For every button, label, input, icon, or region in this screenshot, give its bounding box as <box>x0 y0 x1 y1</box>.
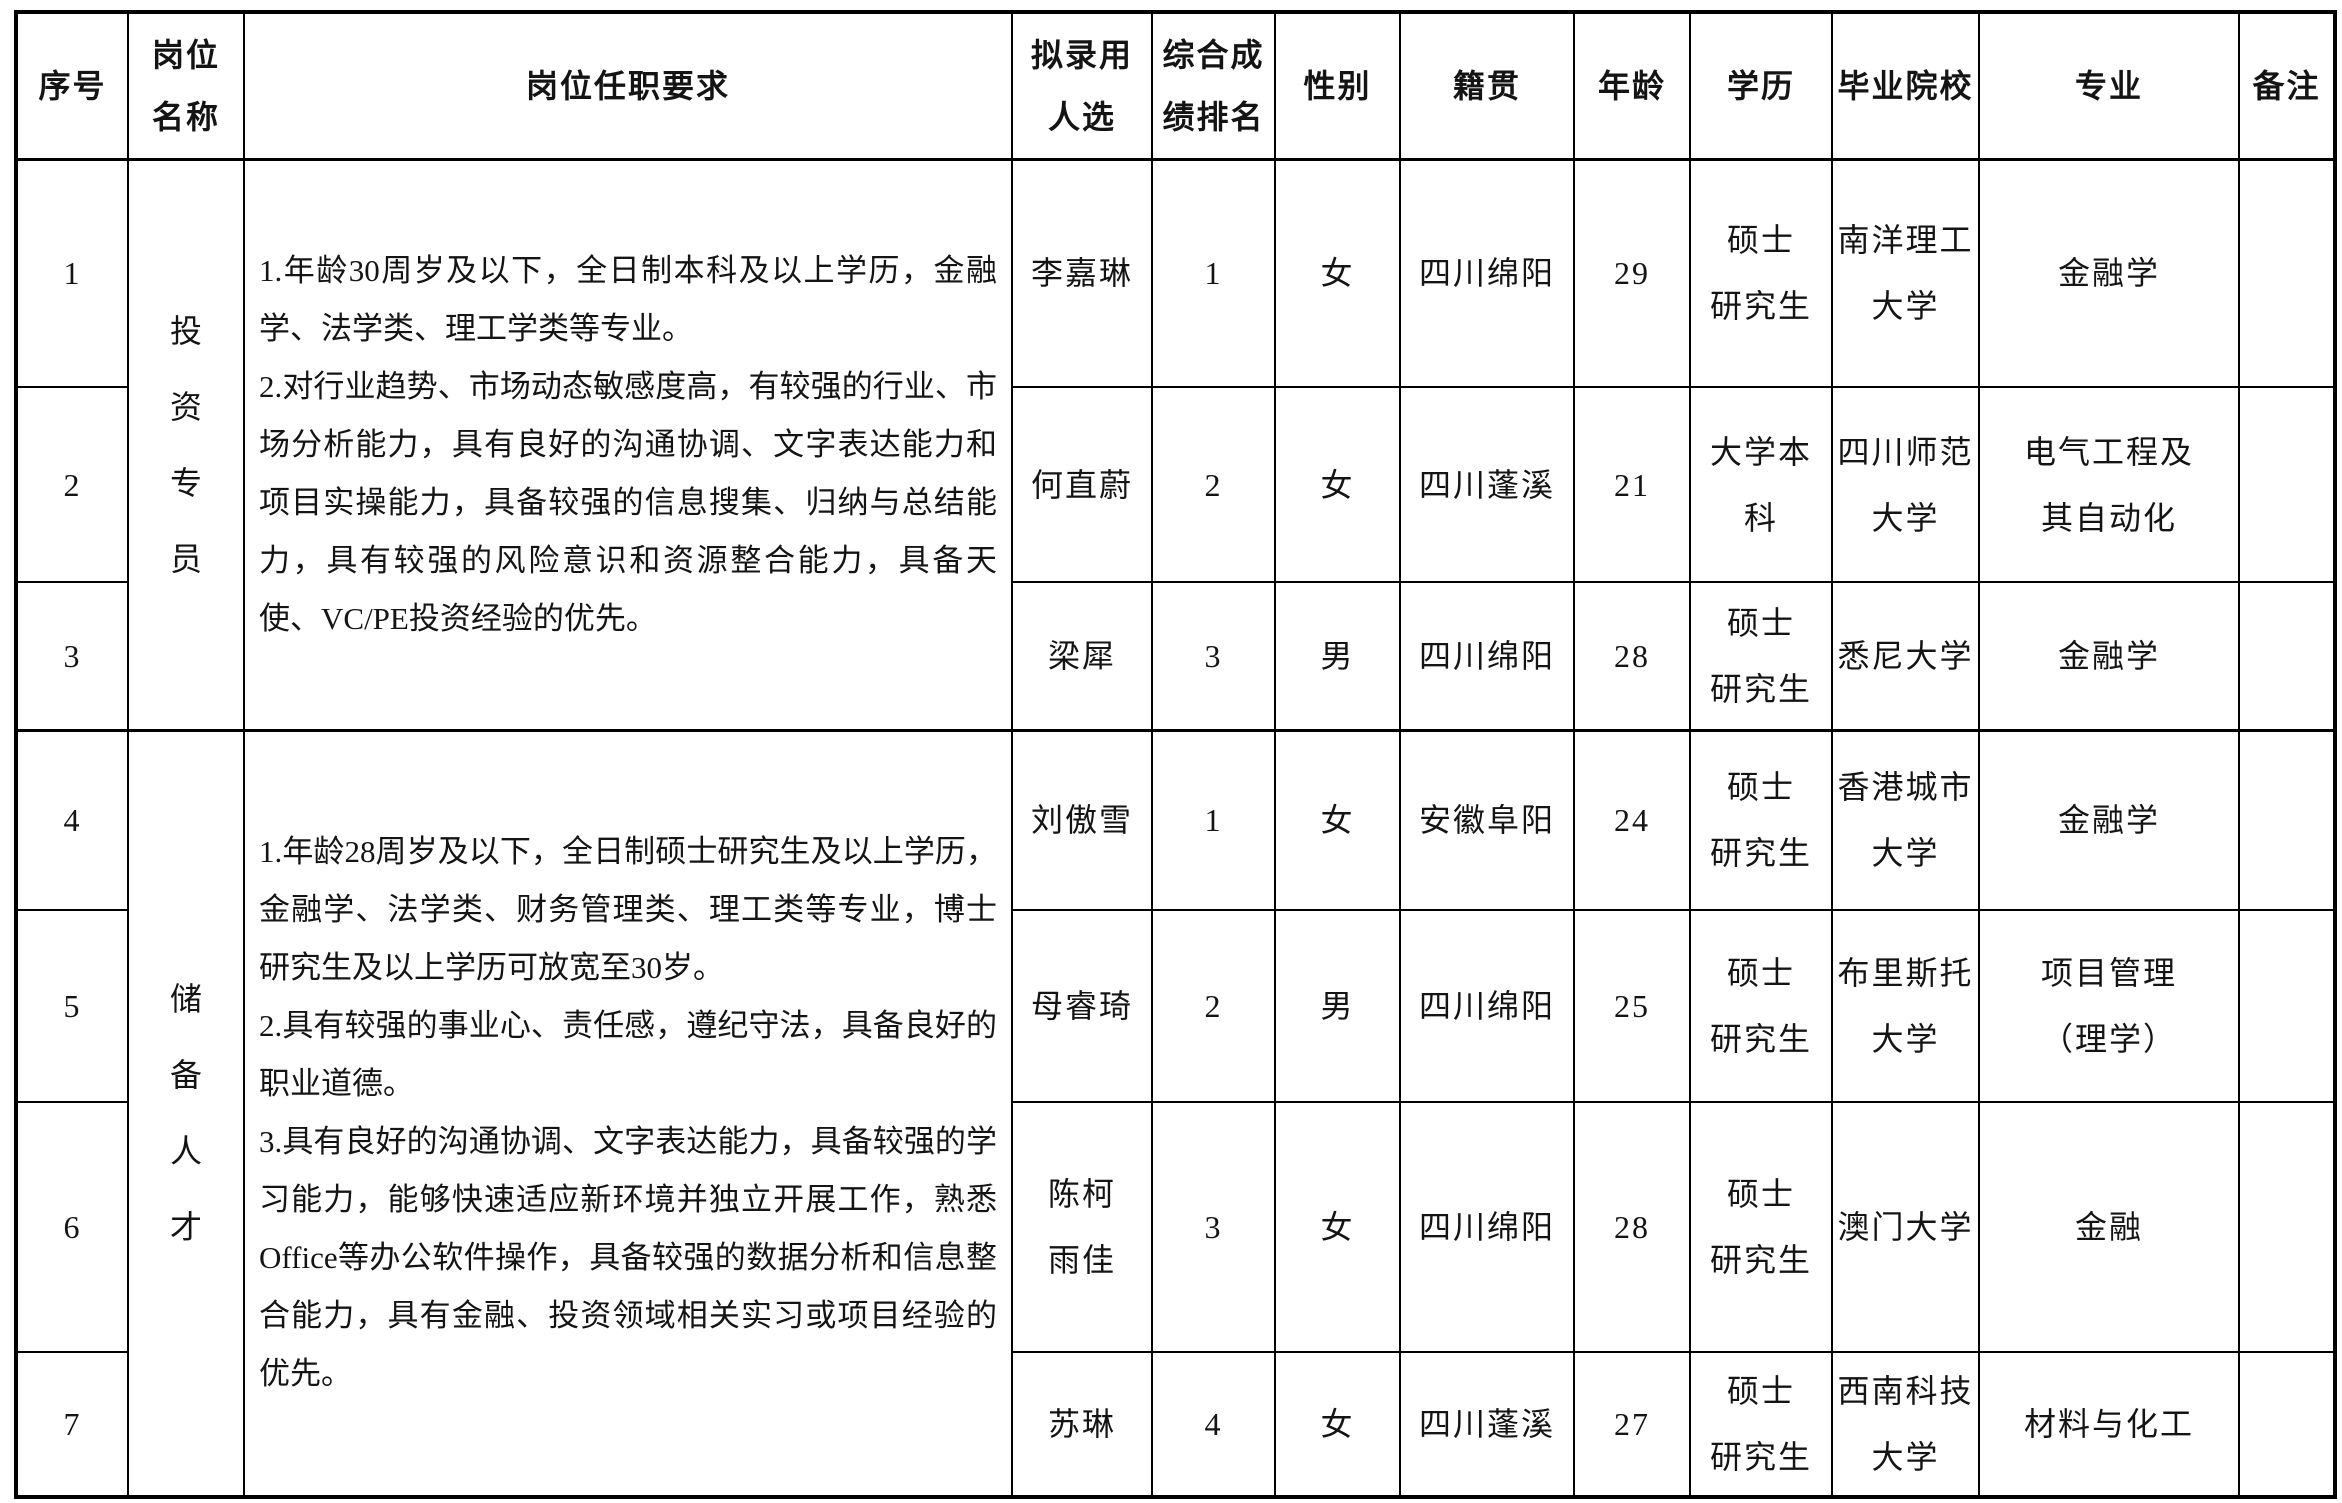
cell-serial: 5 <box>15 909 129 1103</box>
cell-education: 大学本科 <box>1689 386 1833 583</box>
cell-major: 金融学 <box>1978 581 2240 731</box>
cell-note <box>2238 1101 2336 1353</box>
table-row: 2 何直蔚 2 女 四川蓬溪 21 大学本科 四川师范 大学 电气工程及 其自动… <box>15 386 2336 583</box>
cell-age: 27 <box>1573 1351 1691 1498</box>
cell-major: 金融学 <box>1978 158 2240 388</box>
cell-age: 29 <box>1573 158 1691 388</box>
header-position: 岗位 名称 <box>127 11 245 161</box>
cell-rank: 3 <box>1151 581 1276 731</box>
cell-rank: 3 <box>1151 1101 1276 1353</box>
cell-serial: 1 <box>15 158 129 388</box>
cell-major: 材料与化工 <box>1978 1351 2240 1498</box>
cell-candidate-name: 母睿琦 <box>1011 909 1153 1103</box>
cell-note <box>2238 581 2336 731</box>
cell-age: 21 <box>1573 386 1691 583</box>
cell-education: 硕士 研究生 <box>1689 158 1833 388</box>
cell-requirements: 1.年龄30周岁及以下，全日制本科及以上学历，金融学、法学类、理工学类等专业。 … <box>243 158 1013 731</box>
header-education: 学历 <box>1689 11 1833 161</box>
table-row: 5 母睿琦 2 男 四川绵阳 25 硕士 研究生 布里斯托 大学 项目管理 （理… <box>15 909 2336 1103</box>
cell-rank: 1 <box>1151 728 1276 911</box>
cell-note <box>2238 909 2336 1103</box>
header-serial: 序号 <box>15 11 129 161</box>
header-requirements: 岗位任职要求 <box>243 11 1013 161</box>
cell-gender: 男 <box>1274 581 1401 731</box>
header-note: 备注 <box>2238 11 2336 161</box>
table-row: 1 投资 专员 1.年龄30周岁及以下，全日制本科及以上学历，金融学、法学类、理… <box>15 158 2336 731</box>
cell-hometown: 四川绵阳 <box>1399 158 1575 388</box>
recruitment-table: 序号 岗位 名称 岗位任职要求 拟录用 人选 综合成 绩排名 性别 籍贯 年龄 … <box>14 10 2337 1499</box>
cell-hometown: 安徽阜阳 <box>1399 728 1575 911</box>
cell-note <box>2238 1351 2336 1498</box>
cell-education: 硕士 研究生 <box>1689 1351 1833 1498</box>
cell-candidate-name: 苏琳 <box>1011 1351 1153 1498</box>
header-school: 毕业院校 <box>1831 11 1980 161</box>
header-candidate: 拟录用 人选 <box>1011 11 1153 161</box>
cell-hometown: 四川绵阳 <box>1399 1101 1575 1353</box>
cell-gender: 女 <box>1274 1101 1401 1353</box>
table-row: 6 陈柯 雨佳 3 女 四川绵阳 28 硕士 研究生 澳门大学 金融 <box>15 1101 2336 1353</box>
cell-hometown: 四川绵阳 <box>1399 581 1575 731</box>
cell-school: 悉尼大学 <box>1831 581 1980 731</box>
cell-age: 28 <box>1573 581 1691 731</box>
cell-education: 硕士 研究生 <box>1689 909 1833 1103</box>
cell-age: 28 <box>1573 1101 1691 1353</box>
cell-gender: 女 <box>1274 1351 1401 1498</box>
cell-school: 香港城市 大学 <box>1831 728 1980 911</box>
cell-major: 电气工程及 其自动化 <box>1978 386 2240 583</box>
cell-candidate-name: 刘傲雪 <box>1011 728 1153 911</box>
cell-education: 硕士 研究生 <box>1689 728 1833 911</box>
cell-serial: 2 <box>15 386 129 583</box>
cell-note <box>2238 158 2336 388</box>
cell-major: 金融学 <box>1978 728 2240 911</box>
cell-major: 金融 <box>1978 1101 2240 1353</box>
cell-school: 四川师范 大学 <box>1831 386 1980 583</box>
header-row: 序号 岗位 名称 岗位任职要求 拟录用 人选 综合成 绩排名 性别 籍贯 年龄 … <box>15 11 2336 161</box>
cell-school: 南洋理工 大学 <box>1831 158 1980 388</box>
cell-rank: 1 <box>1151 158 1276 388</box>
cell-hometown: 四川绵阳 <box>1399 909 1575 1103</box>
cell-age: 24 <box>1573 728 1691 911</box>
cell-school: 西南科技 大学 <box>1831 1351 1980 1498</box>
cell-candidate-name: 李嘉琳 <box>1011 158 1153 388</box>
cell-note <box>2238 386 2336 583</box>
cell-age: 25 <box>1573 909 1691 1103</box>
cell-education: 硕士 研究生 <box>1689 1101 1833 1353</box>
cell-school: 澳门大学 <box>1831 1101 1980 1353</box>
cell-education: 硕士 研究生 <box>1689 581 1833 731</box>
header-hometown: 籍贯 <box>1399 11 1575 161</box>
header-age: 年龄 <box>1573 11 1691 161</box>
cell-gender: 男 <box>1274 909 1401 1103</box>
table-row: 4 储备 人才 1.年龄28周岁及以下，全日制硕士研究生及以上学历，金融学、法学… <box>15 728 2336 1498</box>
cell-rank: 2 <box>1151 386 1276 583</box>
cell-rank: 4 <box>1151 1351 1276 1498</box>
cell-major: 项目管理 （理学） <box>1978 909 2240 1103</box>
cell-candidate-name: 陈柯 雨佳 <box>1011 1101 1153 1353</box>
cell-hometown: 四川蓬溪 <box>1399 1351 1575 1498</box>
cell-rank: 2 <box>1151 909 1276 1103</box>
cell-serial: 4 <box>15 728 129 911</box>
cell-candidate-name: 何直蔚 <box>1011 386 1153 583</box>
cell-hometown: 四川蓬溪 <box>1399 386 1575 583</box>
cell-gender: 女 <box>1274 386 1401 583</box>
cell-position: 投资 专员 <box>127 158 245 731</box>
header-major: 专业 <box>1978 11 2240 161</box>
header-gender: 性别 <box>1274 11 1401 161</box>
cell-serial: 7 <box>15 1351 129 1498</box>
table-row: 7 苏琳 4 女 四川蓬溪 27 硕士 研究生 西南科技 大学 材料与化工 <box>15 1351 2336 1498</box>
cell-position: 储备 人才 <box>127 728 245 1498</box>
cell-note <box>2238 728 2336 911</box>
cell-candidate-name: 梁犀 <box>1011 581 1153 731</box>
cell-gender: 女 <box>1274 158 1401 388</box>
cell-gender: 女 <box>1274 728 1401 911</box>
header-rank: 综合成 绩排名 <box>1151 11 1276 161</box>
cell-serial: 3 <box>15 581 129 731</box>
cell-school: 布里斯托 大学 <box>1831 909 1980 1103</box>
cell-serial: 6 <box>15 1101 129 1353</box>
table-row: 3 梁犀 3 男 四川绵阳 28 硕士 研究生 悉尼大学 金融学 <box>15 581 2336 731</box>
cell-requirements: 1.年龄28周岁及以下，全日制硕士研究生及以上学历，金融学、法学类、财务管理类、… <box>243 728 1013 1498</box>
